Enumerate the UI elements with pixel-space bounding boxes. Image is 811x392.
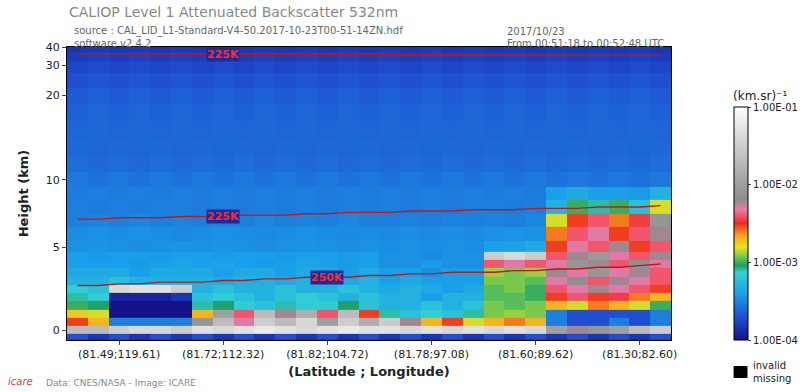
svg-text:CALIOP Level 1 Attenuated Back: CALIOP Level 1 Attenuated Backscatter 53… <box>69 4 398 20</box>
svg-text:From 00:51:18 to 00:52:48 UTC: From 00:51:18 to 00:52:48 UTC <box>507 38 664 49</box>
svg-text:20: 20 <box>46 89 60 102</box>
svg-text:5: 5 <box>53 241 60 254</box>
svg-text:(81.30;82.60): (81.30;82.60) <box>602 348 677 361</box>
svg-text:invalidmissing: invalidmissing <box>753 360 791 384</box>
svg-text:software v2.4.2: software v2.4.2 <box>74 38 152 49</box>
svg-text:source : CAL_LID_L1-Standard-V: source : CAL_LID_L1-Standard-V4-50.2017-… <box>74 25 403 37</box>
svg-text:30: 30 <box>46 59 60 72</box>
svg-text:(81.78;97.08): (81.78;97.08) <box>394 348 469 361</box>
svg-text:250K: 250K <box>311 271 343 284</box>
svg-text:(81.72;112.32): (81.72;112.32) <box>182 348 264 361</box>
svg-text:225K: 225K <box>207 48 239 61</box>
svg-text:40: 40 <box>46 41 60 54</box>
svg-text:(81.60;89.62): (81.60;89.62) <box>498 348 573 361</box>
svg-text:(Latitude ; Longitude): (Latitude ; Longitude) <box>288 364 449 379</box>
svg-text:(81.49;119.61): (81.49;119.61) <box>78 348 160 361</box>
svg-text:(81.82;104.72): (81.82;104.72) <box>286 348 368 361</box>
svg-text:1.00E-02: 1.00E-02 <box>753 179 798 190</box>
svg-text:10: 10 <box>46 174 60 187</box>
svg-text:225K: 225K <box>207 210 239 223</box>
svg-text:1.00E-01: 1.00E-01 <box>753 102 798 113</box>
svg-text:1.00E-04: 1.00E-04 <box>753 335 798 346</box>
svg-text:2017/10/23: 2017/10/23 <box>507 26 565 37</box>
svg-text:(km.sr)⁻¹: (km.sr)⁻¹ <box>733 89 787 103</box>
svg-text:Height (km): Height (km) <box>16 150 31 238</box>
svg-text:Data: CNES/NASA - Image: ICARE: Data: CNES/NASA - Image: ICARE <box>46 378 196 388</box>
svg-text:1.00E-03: 1.00E-03 <box>753 257 798 268</box>
svg-text:0: 0 <box>53 324 60 337</box>
svg-text:icare: icare <box>8 376 33 387</box>
